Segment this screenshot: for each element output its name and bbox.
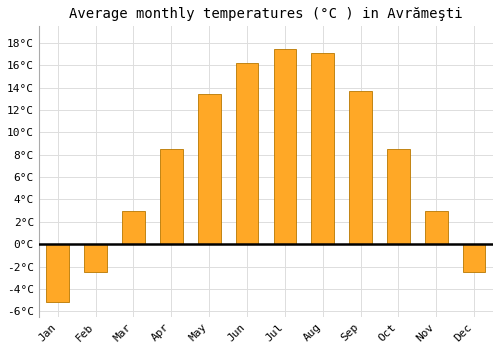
Bar [425, 211, 448, 244]
Bar [463, 244, 485, 272]
Bar [349, 91, 372, 244]
Bar [46, 244, 69, 302]
Bar [387, 149, 410, 244]
Bar [236, 63, 258, 244]
Bar [274, 49, 296, 244]
Bar [312, 53, 334, 244]
Bar [198, 94, 220, 244]
Bar [84, 244, 107, 272]
Bar [160, 149, 182, 244]
Title: Average monthly temperatures (°C ) in Avrămeşti: Average monthly temperatures (°C ) in Av… [69, 7, 462, 21]
Bar [122, 211, 145, 244]
